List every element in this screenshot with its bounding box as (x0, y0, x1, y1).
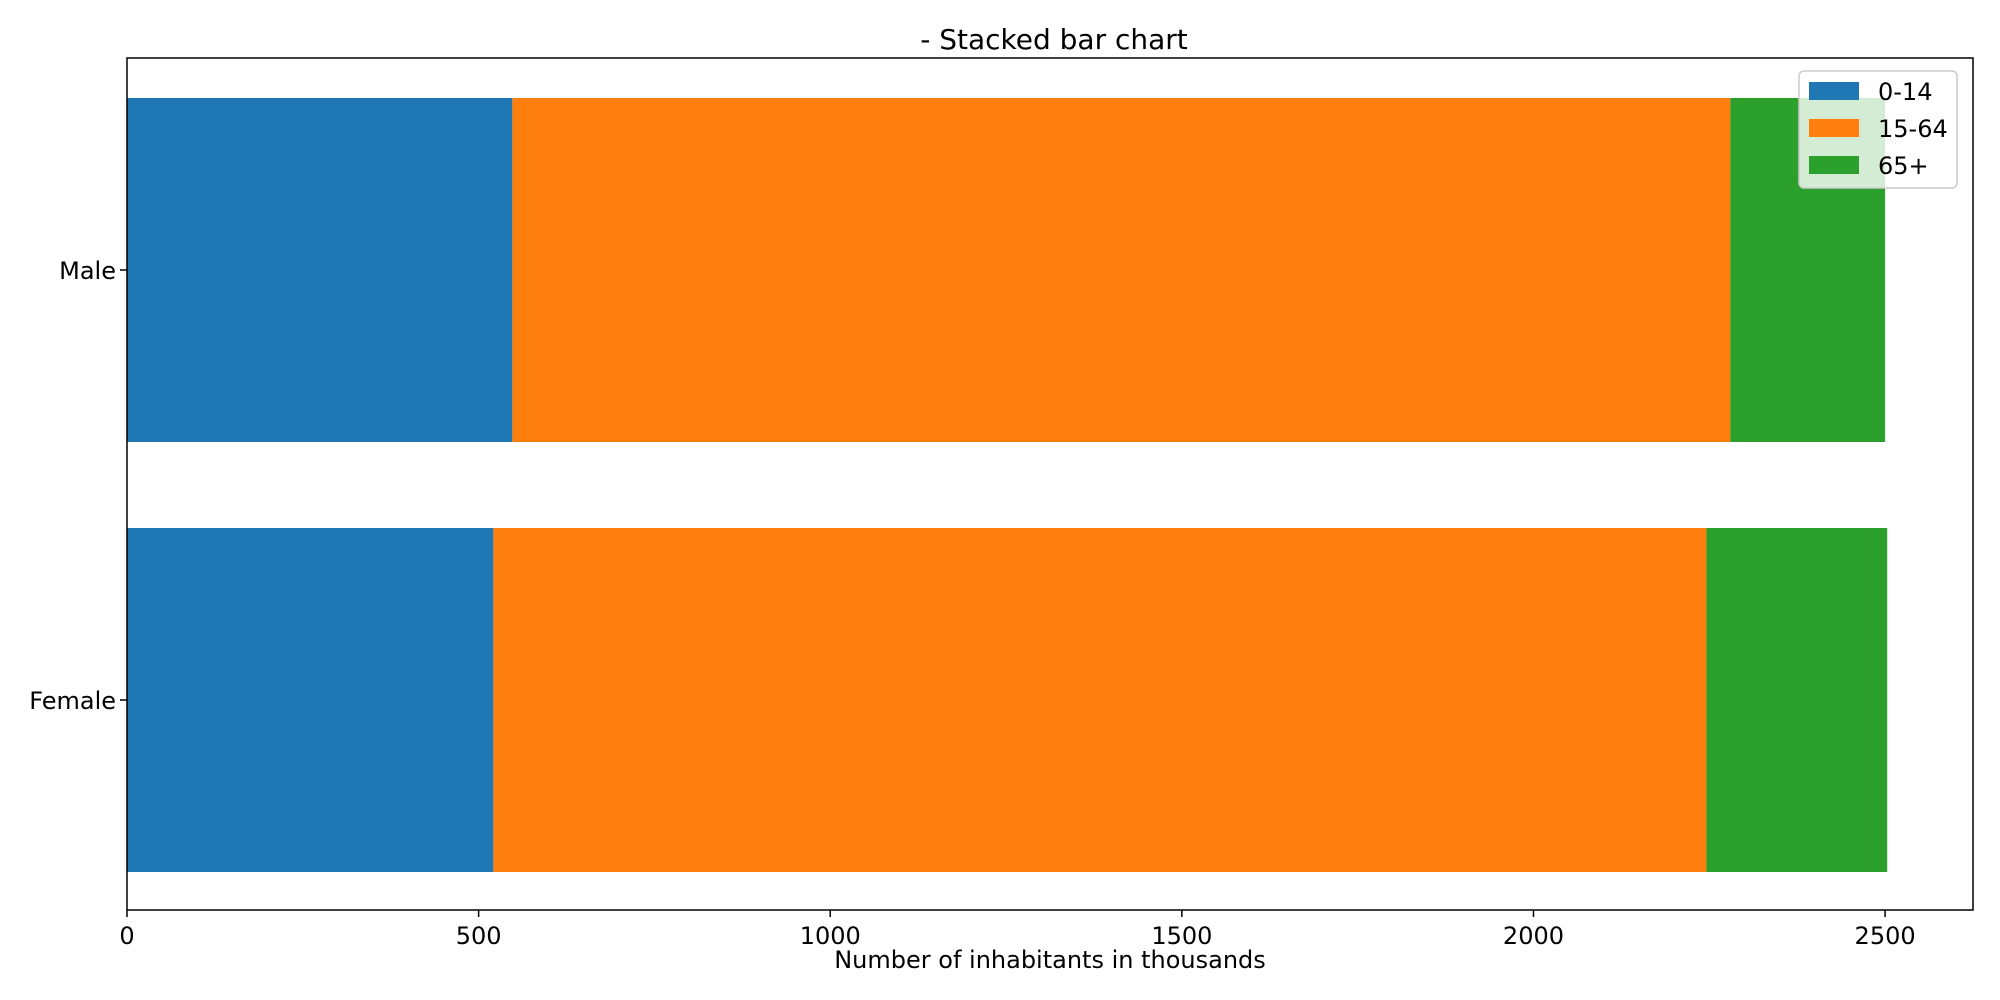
legend-swatch-0-14 (1809, 82, 1859, 100)
legend-label-15-64: 15-64 (1878, 115, 1948, 143)
x-tick-label: 500 (456, 922, 502, 950)
bar-female-65 (1706, 528, 1888, 872)
legend-swatch-15-64 (1809, 119, 1859, 137)
bar-female-15-64 (493, 528, 1707, 872)
x-tick-label: 0 (119, 922, 134, 950)
x-axis-label: Number of inhabitants in thousands (834, 946, 1266, 974)
bar-female-0-14 (127, 528, 494, 872)
legend-label-0-14: 0-14 (1878, 78, 1932, 106)
bar-male-15-64 (512, 98, 1731, 442)
legend: 0-14 15-64 65+ (1798, 70, 1958, 189)
x-tick-label: 1500 (1151, 922, 1212, 950)
legend-swatch-65 (1809, 156, 1859, 174)
legend-label-65: 65+ (1878, 152, 1929, 180)
x-tick-label: 2500 (1855, 922, 1916, 950)
axes-layer: 0 500 1000 1500 2000 2500 Male Female (29, 257, 1915, 950)
plot-area-frame (126, 57, 1974, 911)
y-tick-label: Male (59, 257, 116, 285)
x-tick-label: 1000 (800, 922, 861, 950)
x-tick-label: 2000 (1503, 922, 1564, 950)
y-tick-label: Female (29, 687, 116, 715)
bar-male-0-14 (127, 98, 513, 442)
chart-title: - Stacked bar chart (920, 23, 1188, 56)
